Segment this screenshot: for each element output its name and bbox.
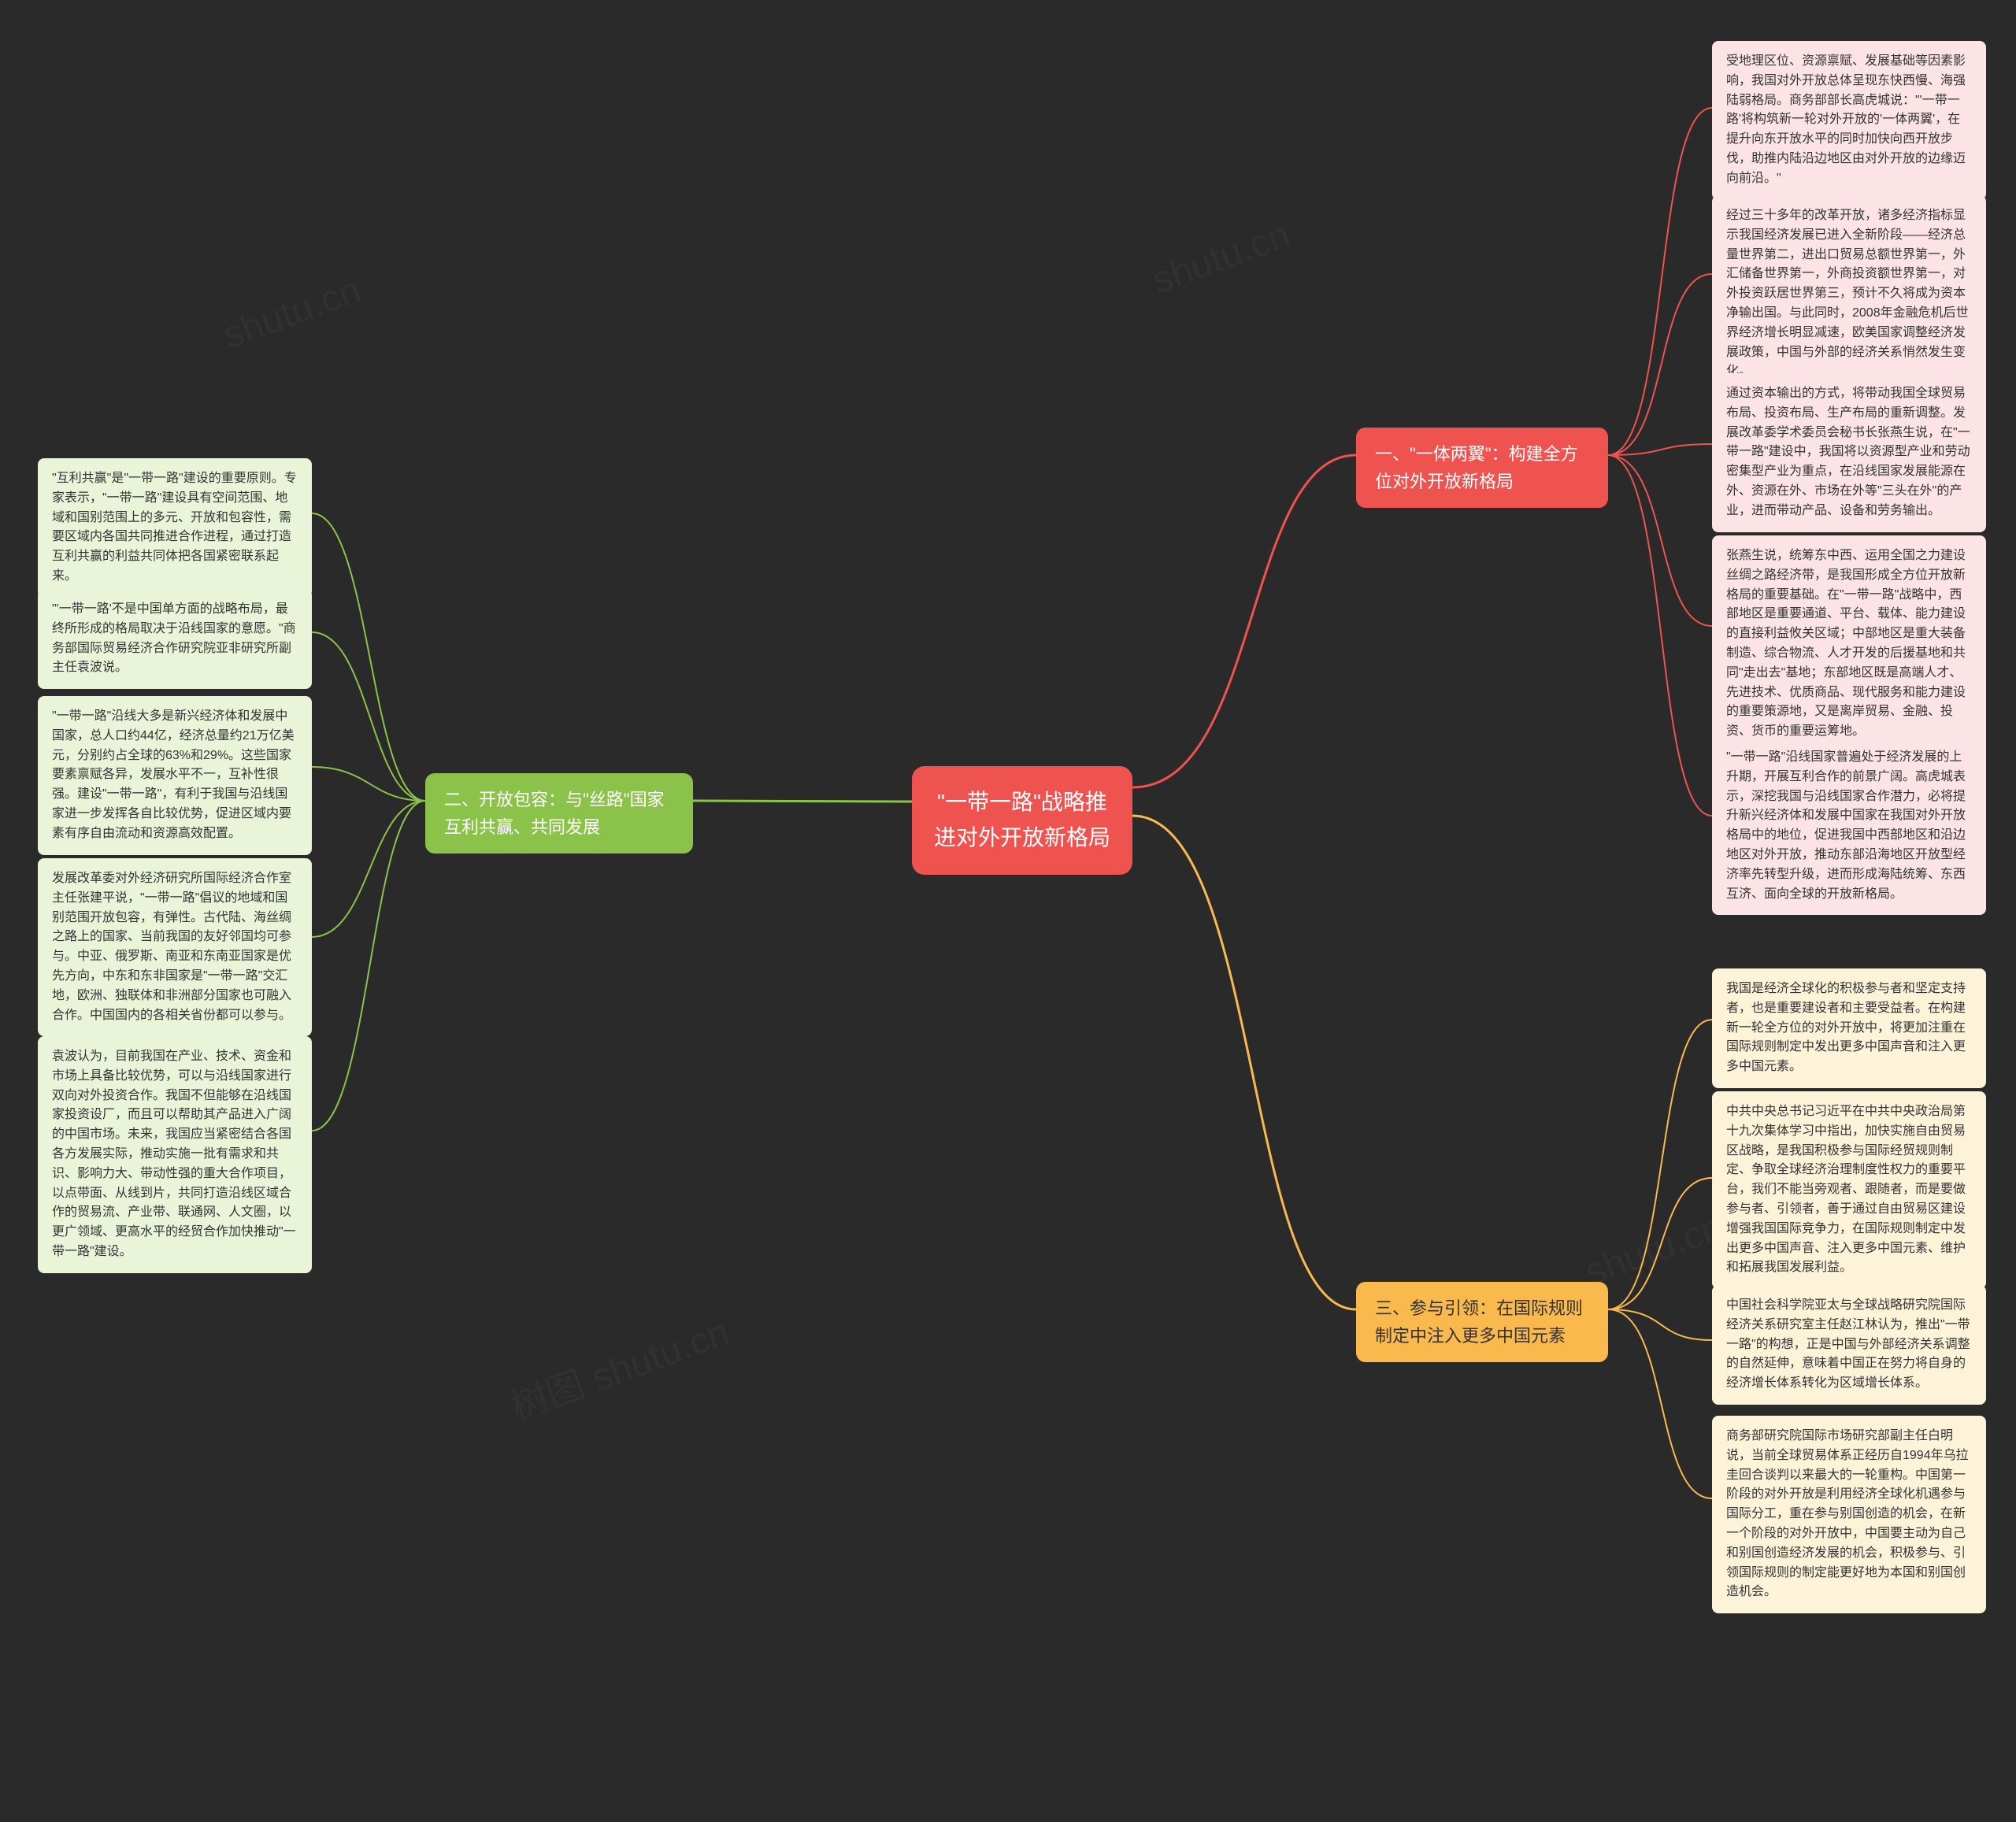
center-topic[interactable]: "一带一路"战略推进对外开放新格局 bbox=[912, 766, 1132, 875]
leaf-1-2[interactable]: 通过资本输出的方式，将带动我国全球贸易布局、投资布局、生产布局的重新调整。发展改… bbox=[1712, 373, 1986, 532]
leaf-1-3[interactable]: 张燕生说，统筹东中西、运用全国之力建设丝绸之路经济带，是我国形成全方位开放新格局… bbox=[1712, 535, 1986, 753]
leaf-2-4[interactable]: 袁波认为，目前我国在产业、技术、资金和市场上具备比较优势，可以与沿线国家进行双向… bbox=[38, 1036, 312, 1273]
branch-3[interactable]: 三、参与引领：在国际规则制定中注入更多中国元素 bbox=[1356, 1282, 1608, 1362]
leaf-2-1[interactable]: "'一带一路'不是中国单方面的战略布局，最终所形成的格局取决于沿线国家的意愿。"… bbox=[38, 589, 312, 689]
leaf-3-1[interactable]: 中共中央总书记习近平在中共中央政治局第十九次集体学习中指出，加快实施自由贸易区战… bbox=[1712, 1091, 1986, 1289]
leaf-1-1[interactable]: 经过三十多年的改革开放，诸多经济指标显示我国经济发展已进入全新阶段——经济总量世… bbox=[1712, 195, 1986, 393]
leaf-3-2[interactable]: 中国社会科学院亚太与全球战略研究院国际经济关系研究室主任赵江林认为，推出"一带一… bbox=[1712, 1285, 1986, 1405]
leaf-3-3[interactable]: 商务部研究院国际市场研究部副主任白明说，当前全球贸易体系正经历自1994年乌拉圭… bbox=[1712, 1416, 1986, 1613]
leaf-2-3[interactable]: 发展改革委对外经济研究所国际经济合作室主任张建平说，"一带一路"倡议的地域和国别… bbox=[38, 858, 312, 1036]
leaf-1-4[interactable]: "一带一路"沿线国家普遍处于经济发展的上升期，开展互利合作的前景广阔。高虎城表示… bbox=[1712, 737, 1986, 915]
watermark: shutu.cn bbox=[1580, 1205, 1729, 1295]
branch-2[interactable]: 二、开放包容：与"丝路"国家互利共赢、共同发展 bbox=[425, 773, 693, 854]
leaf-3-0[interactable]: 我国是经济全球化的积极参与者和坚定支持者，也是重要建设者和主要受益者。在构建新一… bbox=[1712, 968, 1986, 1088]
watermark: 树图 shutu.cn bbox=[502, 1301, 736, 1431]
branch-1[interactable]: 一、"一体两翼"：构建全方位对外开放新格局 bbox=[1356, 428, 1608, 508]
leaf-2-2[interactable]: "一带一路"沿线大多是新兴经济体和发展中国家，总人口约44亿，经济总量约21万亿… bbox=[38, 696, 312, 855]
leaf-1-0[interactable]: 受地理区位、资源禀赋、发展基础等因素影响，我国对外开放总体呈现东快西慢、海强陆弱… bbox=[1712, 41, 1986, 200]
leaf-2-0[interactable]: "互利共赢"是"一带一路"建设的重要原则。专家表示，"一带一路"建设具有空间范围… bbox=[38, 458, 312, 598]
watermark: shutu.cn bbox=[217, 268, 366, 358]
watermark: shutu.cn bbox=[1147, 213, 1295, 303]
